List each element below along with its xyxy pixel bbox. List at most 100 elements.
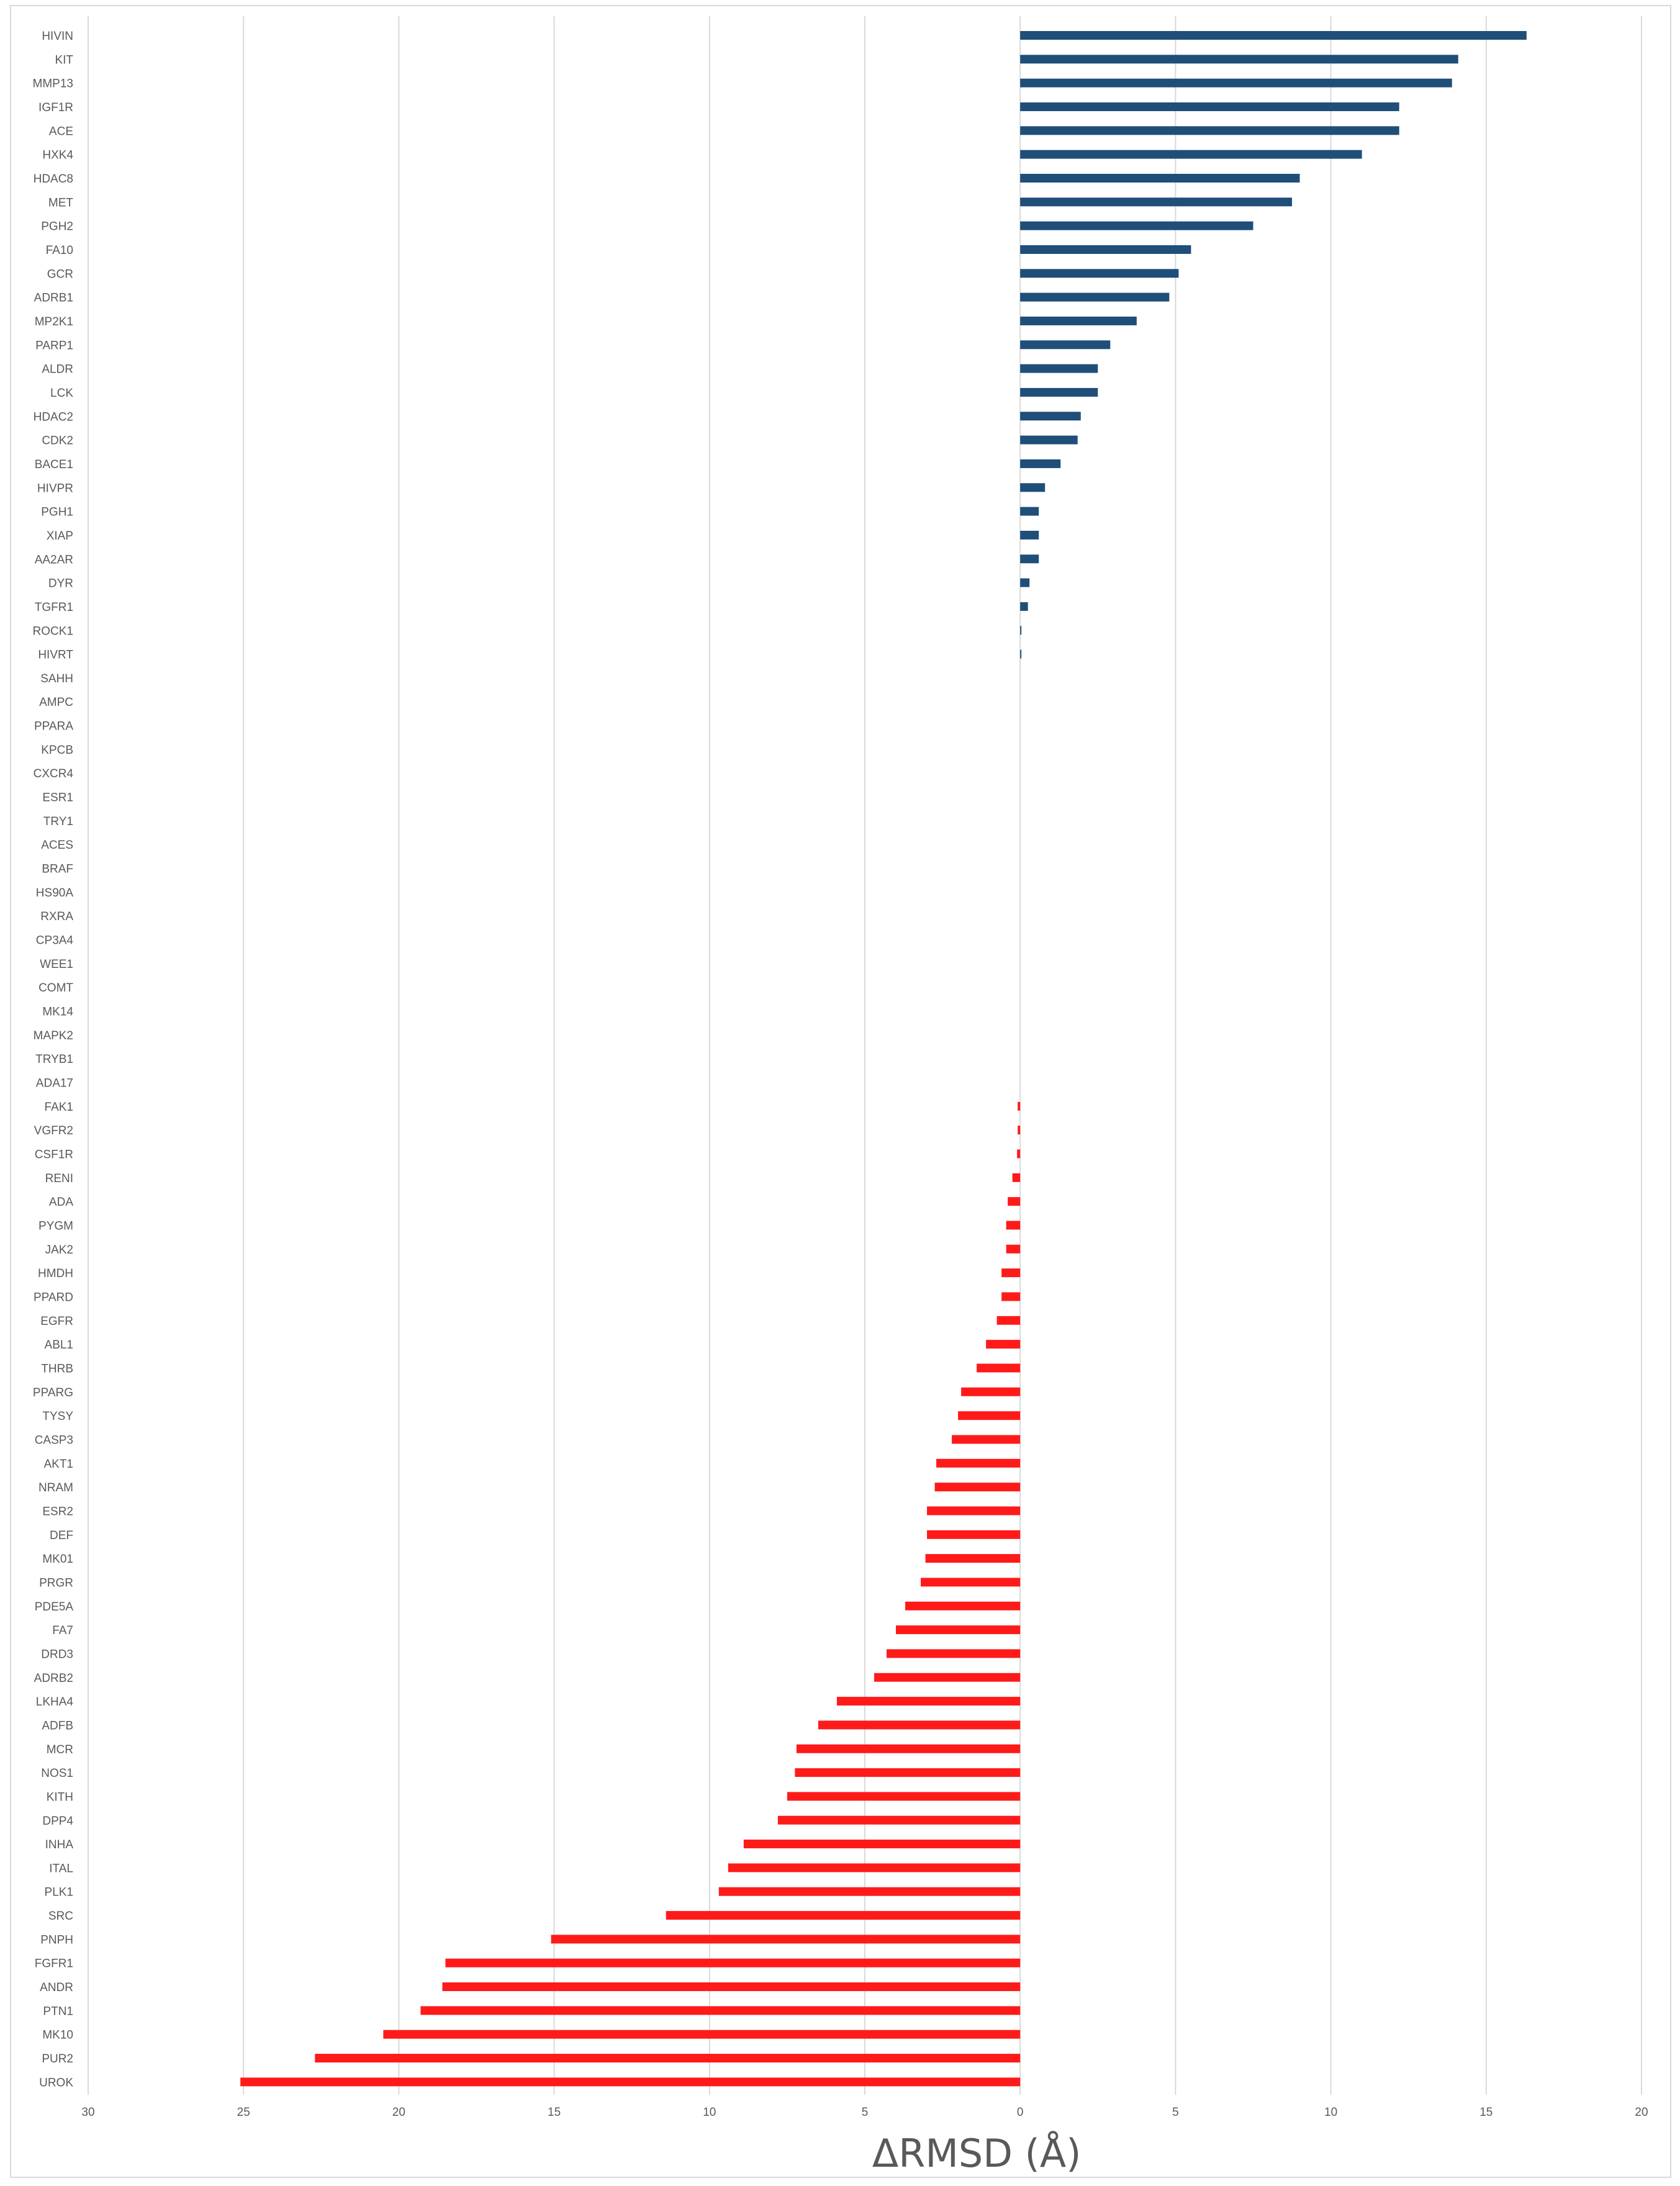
bar-inha — [743, 1840, 1021, 1849]
bar-xiap — [1020, 530, 1039, 540]
category-label-kpcb: KPCB — [41, 744, 73, 757]
category-label-fak1: FAK1 — [45, 1101, 73, 1114]
category-label-egfr: EGFR — [40, 1315, 73, 1328]
category-label-hdac8: HDAC8 — [34, 173, 73, 186]
category-label-xiap: XIAP — [47, 530, 73, 543]
category-label-adrb2: ADRB2 — [34, 1672, 73, 1685]
category-label-gcr: GCR — [47, 268, 73, 281]
category-label-ital: ITAL — [49, 1862, 73, 1875]
category-label-inha: INHA — [45, 1838, 74, 1851]
bar-pgh1 — [1020, 507, 1039, 516]
category-label-mk10: MK10 — [42, 2029, 73, 2042]
category-label-pygm: PYGM — [38, 1220, 73, 1233]
bar-hxk4 — [1020, 150, 1362, 159]
bar-mk01 — [925, 1554, 1021, 1563]
category-label-adrb1: ADRB1 — [34, 292, 73, 305]
bar-nram — [934, 1483, 1021, 1492]
category-label-hxk4: HXK4 — [42, 149, 73, 162]
bar-ital — [728, 1863, 1021, 1872]
bar-tgfr1 — [1020, 602, 1028, 611]
category-label-parp1: PARP1 — [35, 339, 73, 352]
bar-aa2ar — [1020, 554, 1039, 564]
bar-bace1 — [1020, 459, 1061, 468]
category-label-urok: UROK — [39, 2076, 73, 2089]
category-label-esr1: ESR1 — [42, 792, 73, 805]
category-label-ppard: PPARD — [34, 1291, 73, 1304]
category-label-mp2k1: MP2K1 — [35, 315, 73, 328]
category-label-tysy: TYSY — [42, 1410, 73, 1423]
category-label-plk1: PLK1 — [45, 1886, 73, 1899]
bar-urok — [240, 2077, 1021, 2087]
category-label-tgfr1: TGFR1 — [35, 601, 73, 614]
category-label-thrb: THRB — [41, 1362, 73, 1375]
category-label-fa7: FA7 — [52, 1624, 73, 1637]
x-tick-labels: 30 25 20 15 10 5 0 5 10 15 20 — [81, 2106, 1648, 2119]
x-tick-label: 5 — [1172, 2106, 1179, 2119]
category-label-hivin: HIVIN — [42, 30, 73, 43]
category-label-braf: BRAF — [42, 863, 73, 876]
category-label-def: DEF — [50, 1529, 73, 1542]
category-label-pnph: PNPH — [40, 1933, 73, 1946]
bar-igf1r — [1020, 102, 1399, 111]
category-label-drd3: DRD3 — [41, 1648, 73, 1661]
bar-lkha4 — [836, 1697, 1021, 1706]
category-label-rxra: RXRA — [40, 910, 73, 923]
category-label-ampc: AMPC — [39, 696, 73, 709]
category-label-src: SRC — [48, 1910, 73, 1923]
category-label-hmdh: HMDH — [38, 1267, 73, 1280]
category-label-dyr: DYR — [48, 577, 73, 590]
bar-dyr — [1020, 578, 1030, 587]
bar-adfb — [818, 1720, 1021, 1730]
category-label-vgfr2: VGFR2 — [34, 1124, 73, 1137]
x-tick-label: 20 — [1635, 2106, 1648, 2119]
bar-pparg — [961, 1387, 1021, 1396]
bar-plk1 — [718, 1887, 1021, 1896]
x-tick-label: 30 — [81, 2106, 94, 2119]
category-label-comt: COMT — [38, 982, 73, 995]
bar-pur2 — [315, 2054, 1021, 2063]
bar-csf1r — [1017, 1149, 1021, 1158]
bar-fgfr1 — [445, 1958, 1021, 1967]
x-tick-label: 10 — [1324, 2106, 1337, 2119]
x-tick-label: 25 — [237, 2106, 250, 2119]
category-label-fgfr1: FGFR1 — [35, 1958, 73, 1971]
bar-hivin — [1020, 31, 1527, 40]
category-label-aa2ar: AA2AR — [35, 553, 73, 566]
bar-mp2k1 — [1020, 316, 1137, 325]
category-label-mk01: MK01 — [42, 1553, 73, 1566]
bar-akt1 — [936, 1458, 1021, 1468]
x-tick-label: 0 — [1017, 2106, 1024, 2119]
x-tick-label: 10 — [703, 2106, 716, 2119]
category-label-bace1: BACE1 — [35, 458, 73, 471]
bar-aldr — [1020, 364, 1098, 373]
bar-prgr — [921, 1578, 1021, 1587]
bar-pnph — [551, 1935, 1021, 1944]
category-label-ace: ACE — [49, 125, 73, 138]
x-tick-label: 5 — [862, 2106, 869, 2119]
category-label-cdk2: CDK2 — [42, 435, 73, 448]
bar-chart: HIVIN KIT MMP13 IGF1R ACE HXK4 HDAC8 MET PGH2 FA1… — [33, 16, 1648, 2176]
bar-dpp4 — [777, 1815, 1021, 1825]
bar-fa7 — [896, 1625, 1021, 1635]
bar-hivrt — [1020, 649, 1022, 659]
category-label-mk14: MK14 — [42, 1006, 73, 1019]
bar-hdac8 — [1020, 173, 1300, 183]
category-label-cxcr4: CXCR4 — [34, 767, 74, 780]
bar-abl1 — [986, 1340, 1021, 1349]
bar-ada — [1008, 1197, 1021, 1206]
category-label-igf1r: IGF1R — [38, 101, 73, 114]
category-label-nram: NRAM — [38, 1481, 73, 1494]
category-label-tryb1: TRYB1 — [35, 1053, 73, 1066]
category-label-mmp13: MMP13 — [33, 78, 73, 91]
bar-adrb2 — [874, 1673, 1021, 1682]
category-label-pur2: PUR2 — [42, 2053, 73, 2066]
bar-adrb1 — [1020, 292, 1170, 302]
bar-mk10 — [383, 2030, 1021, 2039]
bar-parp1 — [1020, 340, 1111, 350]
category-label-abl1: ABL1 — [45, 1339, 73, 1352]
category-label-ppara: PPARA — [34, 720, 73, 733]
bar-andr — [442, 1982, 1021, 1992]
bar-kith — [787, 1792, 1021, 1801]
category-label-wee1: WEE1 — [40, 958, 73, 971]
bar-rock1 — [1020, 626, 1022, 635]
